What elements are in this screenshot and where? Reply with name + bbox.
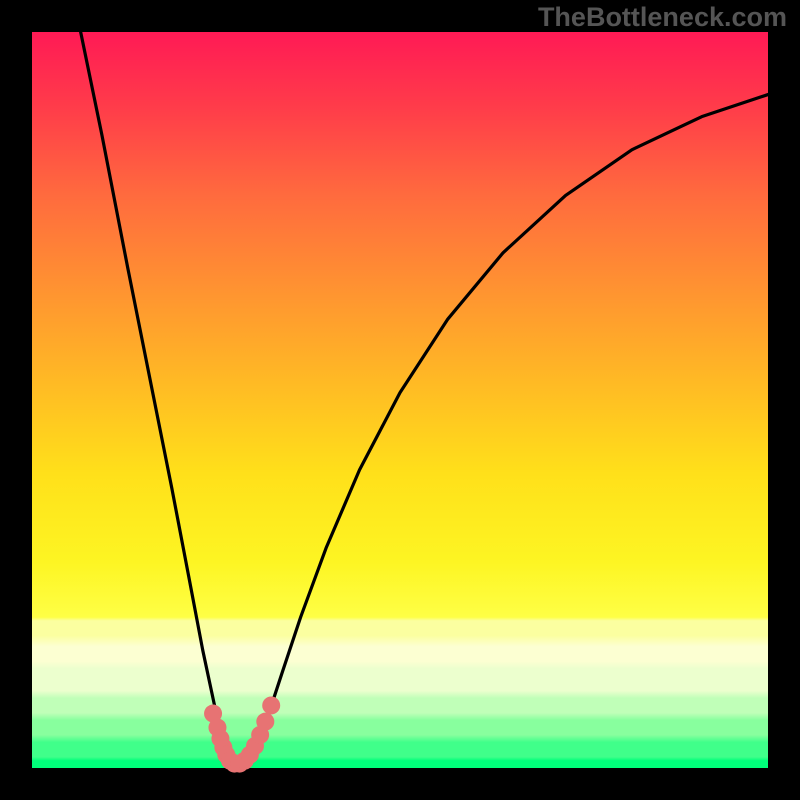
plot-background (32, 32, 768, 768)
watermark-text: TheBottleneck.com (538, 2, 787, 33)
optimal-dot (262, 696, 280, 714)
optimal-dot (256, 713, 274, 731)
chart-container: TheBottleneck.com (0, 0, 800, 800)
bottleneck-chart (0, 0, 800, 800)
